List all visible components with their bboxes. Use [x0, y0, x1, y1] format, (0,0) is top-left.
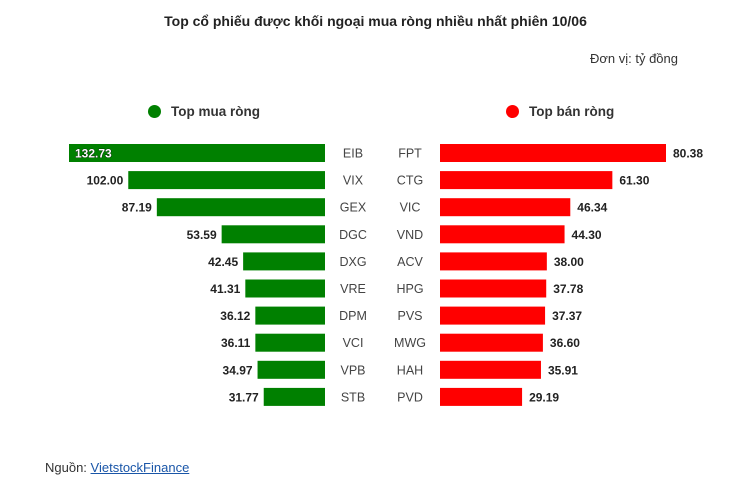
sell-ticker-label: VND: [397, 228, 423, 242]
buy-value-label: 102.00: [87, 174, 124, 188]
sell-bar: [440, 198, 571, 217]
buy-ticker-label: VRE: [340, 282, 366, 296]
source-label: Nguồn:: [45, 460, 91, 475]
sell-value-label: 35.91: [548, 363, 578, 377]
buy-value-label: 36.11: [221, 336, 251, 350]
sell-value-label: 80.38: [673, 147, 703, 161]
buy-value-label: 132.73: [75, 147, 112, 161]
sell-ticker-label: FPT: [398, 147, 422, 161]
buy-bar: [255, 306, 325, 325]
legend-buy: Top mua ròng: [148, 104, 260, 119]
sell-ticker-label: PVD: [397, 390, 423, 404]
legend-buy-label: Top mua ròng: [171, 104, 260, 119]
buy-ticker-label: DPM: [339, 309, 367, 323]
buy-ticker-label: VIX: [343, 174, 364, 188]
buy-bar: [255, 333, 325, 352]
sell-value-label: 36.60: [550, 336, 580, 350]
sell-bar: [440, 225, 565, 244]
sell-value-label: 38.00: [554, 255, 584, 269]
sell-bar: [440, 306, 546, 325]
buy-bar: [257, 360, 325, 379]
sell-bar: [440, 171, 613, 190]
buy-ticker-label: EIB: [343, 147, 363, 161]
buy-ticker-label: GEX: [340, 201, 367, 215]
sell-value-label: 46.34: [577, 201, 607, 215]
legend-sell-label: Top bán ròng: [529, 104, 615, 119]
sell-value-label: 37.37: [552, 309, 582, 323]
buy-bar: [263, 387, 325, 406]
buy-bar: [221, 225, 325, 244]
sell-value-label: 37.78: [553, 282, 583, 296]
sell-bar: [440, 360, 541, 379]
sell-value-label: 44.30: [572, 228, 602, 242]
buy-value-label: 53.59: [187, 228, 217, 242]
legend-sell-marker-icon: [506, 105, 519, 118]
sell-ticker-label: MWG: [394, 336, 426, 350]
sell-bar: [440, 387, 523, 406]
buy-bar: [243, 252, 325, 271]
sell-value-label: 61.30: [619, 174, 649, 188]
sell-bar: [440, 333, 543, 352]
unit-label: Đơn vị: tỷ đồng: [589, 51, 678, 66]
chart-title: Top cổ phiếu được khối ngoại mua ròng nh…: [164, 13, 587, 29]
buy-ticker-label: VCI: [343, 336, 364, 350]
sell-bar: [440, 252, 547, 271]
sell-bar: [440, 144, 666, 162]
buy-ticker-label: VPB: [340, 363, 365, 377]
sell-bar: [440, 279, 547, 298]
buy-value-label: 41.31: [210, 282, 240, 296]
buy-value-label: 87.19: [122, 201, 152, 215]
sell-ticker-label: HPG: [396, 282, 423, 296]
sell-ticker-label: HAH: [397, 363, 423, 377]
buy-value-label: 34.97: [223, 363, 253, 377]
buy-bar: [69, 144, 325, 162]
legend-buy-marker-icon: [148, 105, 161, 118]
buy-value-label: 36.12: [220, 309, 250, 323]
buy-value-label: 42.45: [208, 255, 238, 269]
buy-ticker-label: DGC: [339, 228, 367, 242]
source-link[interactable]: VietstockFinance: [90, 460, 190, 475]
buy-bar: [128, 171, 325, 190]
legend-sell: Top bán ròng: [506, 104, 614, 119]
buy-ticker-label: DXG: [339, 255, 366, 269]
sell-ticker-label: PVS: [397, 309, 422, 323]
buy-bar: [245, 279, 325, 298]
source-note: Nguồn: VietstockFinance: [45, 460, 189, 475]
buy-bar: [156, 198, 325, 217]
sell-ticker-label: VIC: [400, 201, 421, 215]
buy-ticker-label: STB: [341, 390, 365, 404]
sell-ticker-label: CTG: [397, 174, 423, 188]
sell-ticker-label: ACV: [397, 255, 423, 269]
sell-value-label: 29.19: [529, 390, 559, 404]
buy-value-label: 31.77: [229, 390, 259, 404]
